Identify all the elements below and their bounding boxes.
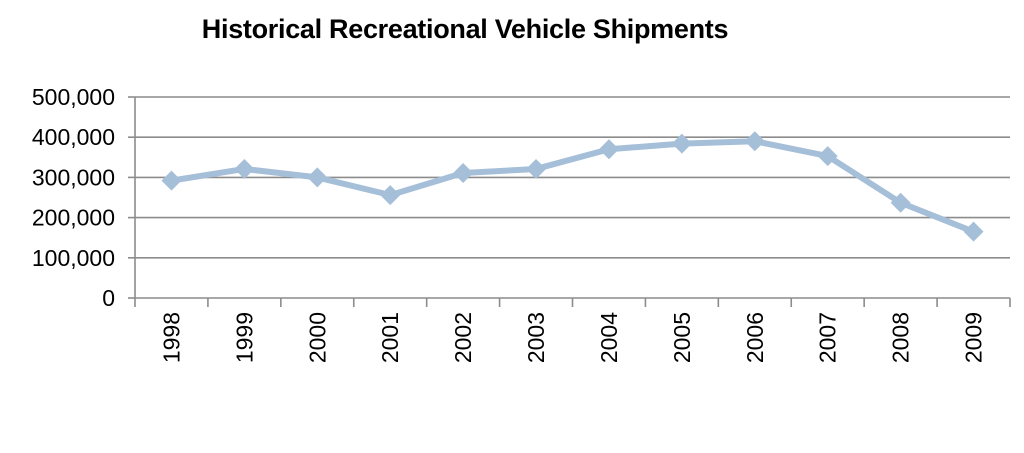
x-tick-label: 2009 bbox=[961, 312, 987, 363]
series-line bbox=[168, 138, 977, 235]
y-tick-label: 0 bbox=[102, 285, 115, 311]
data-point-marker bbox=[453, 162, 474, 183]
data-point-marker bbox=[890, 192, 911, 213]
axes bbox=[128, 96, 1011, 307]
x-tick-label: 2002 bbox=[450, 312, 476, 363]
x-tick-labels: 1998 1999 2000 2001 2002 2003 2004 2005 2006 2007… bbox=[158, 312, 986, 363]
y-tick-label: 200,000 bbox=[32, 205, 115, 231]
data-point-marker bbox=[671, 133, 692, 154]
y-tick-labels: 0 100,000 200,000 300,000 400,000 500,000 bbox=[32, 84, 115, 311]
data-point-marker bbox=[598, 139, 619, 160]
x-tick-label: 2000 bbox=[304, 312, 330, 363]
x-tick-label: 2003 bbox=[523, 312, 549, 363]
data-point-marker bbox=[744, 131, 765, 152]
series bbox=[161, 131, 984, 242]
data-point-marker bbox=[234, 158, 255, 179]
data-point-marker bbox=[526, 158, 547, 179]
data-point-marker bbox=[963, 221, 984, 242]
chart-title: Historical Recreational Vehicle Shipment… bbox=[201, 14, 729, 44]
y-tick-label: 500,000 bbox=[32, 84, 115, 110]
data-point-marker bbox=[307, 167, 328, 188]
x-tick-label: 2006 bbox=[742, 312, 768, 363]
x-tick-label: 2001 bbox=[377, 312, 403, 363]
x-tick-label: 2005 bbox=[669, 312, 695, 363]
x-tick-label: 1999 bbox=[231, 312, 257, 363]
y-tick-label: 100,000 bbox=[32, 245, 115, 271]
x-tick-label: 2004 bbox=[596, 312, 622, 363]
data-point-marker bbox=[161, 170, 182, 191]
x-tick-label: 2008 bbox=[888, 312, 914, 363]
data-point-marker bbox=[817, 146, 838, 167]
y-tick-label: 400,000 bbox=[32, 124, 115, 150]
data-point-marker bbox=[380, 185, 401, 206]
gridlines bbox=[135, 96, 1010, 259]
x-tick-label: 1998 bbox=[158, 312, 184, 363]
x-tick-label: 2007 bbox=[815, 312, 841, 363]
y-tick-label: 300,000 bbox=[32, 164, 115, 190]
